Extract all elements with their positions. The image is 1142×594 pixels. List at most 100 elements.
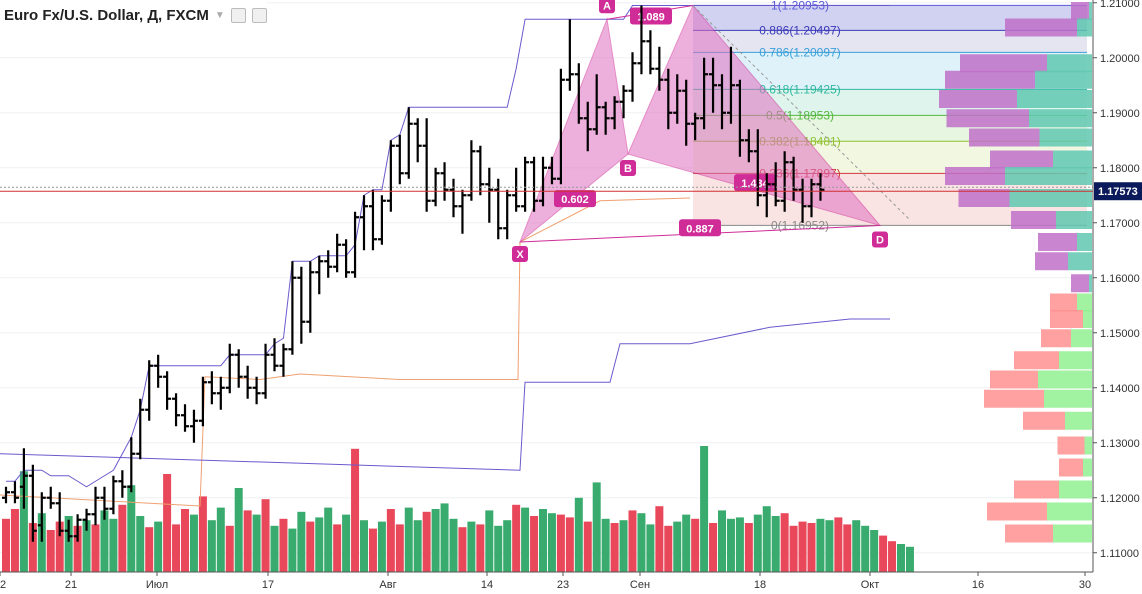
symbol-title[interactable]: Euro Fx/U.S. Dollar, Д, FXCM (4, 6, 209, 24)
volume-bar (234, 488, 243, 572)
volume-bar (181, 509, 189, 572)
time-axis[interactable]: 2 21 Июл 17 Авг 14 23 Сен 18 Окт 16 30 (0, 571, 1093, 594)
profile-down-bar (1050, 293, 1077, 312)
volume-bar (619, 520, 628, 572)
volume-bar (628, 510, 637, 572)
volume-bar (189, 514, 198, 572)
eye-icon[interactable] (230, 7, 246, 23)
profile-up-bar (1009, 189, 1092, 207)
profile-up-bar (1047, 502, 1092, 521)
volume-bar (718, 510, 726, 572)
price-tick-label: 1.20000 (1100, 53, 1140, 65)
volume-bar (377, 521, 386, 572)
price-axis[interactable]: 1.21000 1.20000 1.19000 1.18000 1.17000 1.160… (1092, 0, 1142, 594)
pattern-ratio-label: 0.887 (686, 223, 714, 235)
volume-bar (333, 524, 342, 572)
volume-bar (556, 514, 565, 572)
volume-bar (55, 521, 64, 572)
volume-bar (172, 524, 181, 572)
volume-bar (601, 518, 610, 572)
pattern-ratio-badge (679, 219, 721, 237)
pattern-point-label: B (624, 163, 632, 175)
volume-bar (709, 523, 718, 572)
profile-down-bar (1005, 524, 1053, 543)
volume-bar (28, 523, 37, 572)
profile-up-bar (1077, 18, 1092, 37)
profile-up-bar (1077, 293, 1092, 312)
profile-down-bar (946, 109, 1029, 128)
gear-icon[interactable] (251, 7, 267, 23)
volume-bar (843, 524, 852, 572)
profile-down-bar (984, 389, 1044, 408)
profile-down-bar (960, 54, 1047, 73)
price-lines (0, 186, 1093, 192)
price-tick-label: 1.14000 (1100, 383, 1140, 395)
profile-up-bar (1059, 351, 1092, 370)
volume-bar (440, 503, 449, 572)
volume-bar (476, 524, 485, 572)
volume-bar (852, 520, 861, 572)
volume-bar (136, 516, 145, 572)
time-tick-label: Окт (861, 579, 880, 591)
volume-bar (771, 516, 780, 572)
profile-up-bar (1053, 524, 1092, 543)
volume-bar (682, 514, 691, 572)
profile-up-bar (1083, 310, 1092, 328)
profile-up-bar (1089, 2, 1092, 20)
profile-down-bar (987, 502, 1047, 521)
volume-bar (807, 523, 816, 572)
pattern-ratio-label: 0.602 (561, 194, 589, 206)
volume-bar (91, 524, 100, 572)
profile-down-bar (1014, 480, 1059, 499)
volume-bar (664, 525, 673, 572)
pattern-ratio-badge (554, 190, 596, 208)
chevron-down-icon[interactable]: ▼ (214, 9, 225, 21)
volume-bar (700, 446, 709, 572)
profile-down-bar (1071, 2, 1089, 20)
volume-bar (574, 497, 583, 572)
volume-bar (252, 514, 261, 572)
volume-bar (37, 513, 46, 572)
volume-bar (351, 448, 360, 572)
profile-down-bar (1023, 411, 1065, 430)
price-tick-label: 1.17000 (1100, 218, 1140, 230)
volume-bar (539, 509, 547, 572)
profile-up-bar (1071, 329, 1092, 348)
volume-bar (467, 521, 476, 572)
time-tick-label: 17 (262, 579, 274, 591)
profile-up-bar (1083, 458, 1092, 477)
moving-averages (0, 5, 890, 507)
profile-down-bar (1038, 233, 1077, 251)
price-tick-label: 1.19000 (1100, 108, 1140, 120)
profile-down-bar (1035, 252, 1068, 271)
price-tick-label: 1.21000 (1100, 0, 1140, 10)
profile-down-bar (945, 167, 1005, 185)
pattern-point-badge (872, 231, 888, 248)
volume-bar (897, 544, 905, 572)
volume-bar (64, 516, 73, 572)
volume-bar (118, 504, 127, 572)
volume-bar (565, 517, 574, 572)
volume-bar (10, 509, 19, 572)
time-axis-bg (0, 572, 1093, 594)
time-tick-label: 16 (972, 579, 984, 591)
volume-bar (762, 506, 771, 572)
profile-down-bar (945, 70, 1035, 89)
profile-down-bar (1041, 329, 1071, 348)
current-price-value: 1.17573 (1098, 186, 1138, 198)
profile-down-bar (1014, 351, 1059, 370)
profile-up-bar (1089, 274, 1092, 293)
volume-bar (592, 482, 601, 572)
volume-bar (82, 520, 91, 572)
pattern-point-badge (620, 160, 636, 176)
ma-lower-line (0, 197, 691, 507)
volume-bar (198, 496, 207, 572)
time-tick-label: Июл (146, 579, 168, 591)
volume-bar (216, 507, 225, 572)
volume-bar (431, 509, 440, 572)
fib-label: 0.786(1.20097) (759, 45, 840, 59)
volume-bar (744, 523, 753, 572)
volume-bar (888, 541, 897, 572)
